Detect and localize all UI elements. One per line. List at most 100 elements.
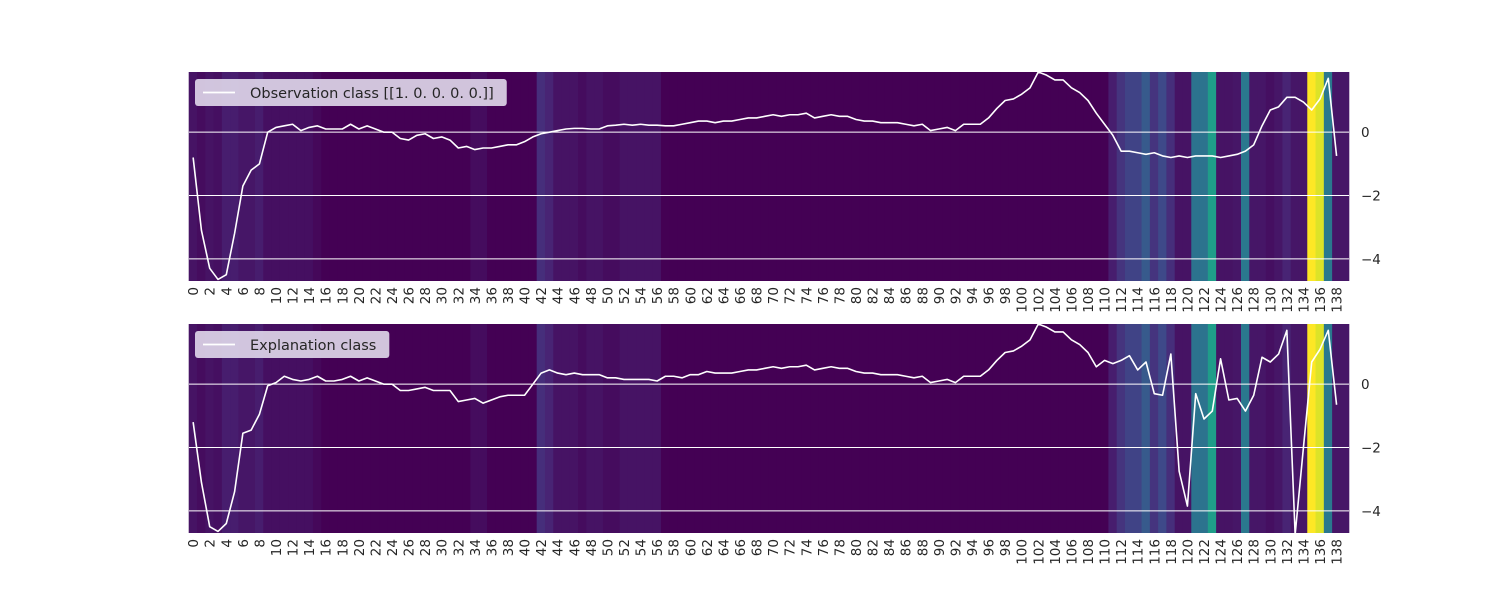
heatmap-cell: [412, 324, 422, 533]
heatmap-cell: [1232, 324, 1242, 533]
x-tick-label: 132: [1280, 287, 1296, 313]
x-tick-label: 88: [915, 539, 931, 556]
heatmap-cell: [453, 72, 463, 281]
x-tick-label: 128: [1247, 539, 1263, 565]
heatmap-cell: [677, 324, 687, 533]
heatmap-cell: [1224, 72, 1234, 281]
heatmap-cell: [1191, 324, 1201, 533]
heatmap-cell: [1174, 324, 1184, 533]
legend: Observation class [[1. 0. 0. 0. 0.]]: [195, 79, 507, 106]
heatmap-cell: [511, 324, 521, 533]
x-tick-label: 14: [302, 287, 318, 304]
x-tick-label: 26: [402, 539, 418, 556]
heatmap-cell: [304, 72, 314, 281]
heatmap-cell: [776, 324, 786, 533]
x-tick-label: 76: [816, 287, 832, 304]
heatmap-cell: [735, 324, 745, 533]
x-tick-label: 20: [352, 287, 368, 304]
chart-panel-2: 0−2−40 2 4 6 8 10 12 14 16 18 20 22 24 26 28 30 32 34 36 38…: [186, 324, 1381, 565]
heatmap-cell: [909, 72, 919, 281]
heatmap-cell: [1323, 324, 1333, 533]
heatmap-cell: [934, 324, 944, 533]
heatmap-cell: [1323, 72, 1333, 281]
heatmap-cell: [909, 324, 919, 533]
x-tick-label: 106: [1064, 539, 1080, 565]
x-tick-label: 46: [567, 287, 583, 304]
heatmap-cell: [1000, 72, 1010, 281]
heatmap-cell: [735, 72, 745, 281]
x-tick-label: 58: [667, 539, 683, 556]
heatmap-cell: [544, 72, 554, 281]
heatmap-cell: [926, 72, 936, 281]
heatmap-cell: [702, 324, 712, 533]
heatmap-cell: [304, 324, 314, 533]
x-tick-label: 108: [1081, 287, 1097, 313]
heatmap-cell: [420, 324, 430, 533]
heatmap-cell: [1290, 324, 1300, 533]
heatmap-cell: [1141, 72, 1151, 281]
x-tick-label: 40: [518, 287, 534, 304]
heatmap-cell: [1141, 324, 1151, 533]
heatmap-cell: [503, 72, 513, 281]
heatmap-cell: [934, 72, 944, 281]
x-ticks: 0 2 4 6 8 10 12 14 16 18 20 22 24 26 28 30 32 34 36 38 40 42 4…: [186, 287, 1345, 313]
heatmap-cell: [1249, 72, 1259, 281]
heatmap-cell: [478, 72, 488, 281]
heatmap-cell: [1240, 72, 1250, 281]
heatmap-cell: [1207, 324, 1217, 533]
x-tick-label: 56: [650, 287, 666, 304]
heatmap-cell: [1166, 72, 1176, 281]
heatmap-cell: [868, 72, 878, 281]
heatmap-cell: [1100, 72, 1110, 281]
heatmap-cell: [205, 72, 215, 281]
heatmap-cell: [337, 324, 347, 533]
heatmap-cell: [1216, 72, 1226, 281]
x-tick-label: 34: [468, 539, 484, 556]
x-tick-label: 10: [269, 539, 285, 556]
x-tick-label: 120: [1180, 539, 1196, 565]
heatmap-cell: [1298, 72, 1308, 281]
heatmap-cell: [462, 324, 472, 533]
heatmap-cell: [984, 324, 994, 533]
x-tick-label: 122: [1197, 539, 1213, 565]
heatmap-cell: [752, 324, 762, 533]
heatmap-cell: [196, 324, 206, 533]
heatmap-cell: [1124, 72, 1134, 281]
x-tick-label: 24: [385, 287, 401, 304]
heatmap-cell: [1182, 324, 1192, 533]
heatmap-cell: [975, 72, 985, 281]
heatmap-cell: [826, 72, 836, 281]
x-tick-label: 54: [634, 287, 650, 304]
heatmap-cell: [826, 324, 836, 533]
heatmap-cell: [1124, 324, 1134, 533]
x-tick-label: 134: [1296, 539, 1312, 565]
x-tick-label: 62: [700, 539, 716, 556]
heatmap-cell: [486, 72, 496, 281]
heatmap-cell: [718, 72, 728, 281]
heatmap-cell: [1216, 324, 1226, 533]
x-tick-label: 104: [1048, 287, 1064, 313]
x-tick-label: 32: [451, 539, 467, 556]
x-tick-label: 116: [1147, 539, 1163, 565]
heatmap-cell: [288, 324, 298, 533]
x-tick-label: 56: [650, 539, 666, 556]
heatmap-cell: [992, 72, 1002, 281]
series-line: [192, 324, 1338, 533]
x-tick-label: 116: [1147, 287, 1163, 313]
x-tick-label: 130: [1263, 287, 1279, 313]
x-tick-label: 48: [584, 287, 600, 304]
heatmap-cell: [1315, 324, 1325, 533]
x-tick-label: 38: [501, 287, 517, 304]
heatmap-cell: [1257, 72, 1267, 281]
heatmap-cell: [868, 324, 878, 533]
heatmap-cell: [1174, 72, 1184, 281]
heatmap-cell: [1282, 324, 1292, 533]
heatmap-cell: [884, 324, 894, 533]
heatmap-cell: [1265, 72, 1275, 281]
heatmap-cell: [354, 72, 364, 281]
heatmap-cell: [959, 72, 969, 281]
heatmap-cell: [586, 324, 596, 533]
x-tick-label: 90: [932, 287, 948, 304]
heatmap-cell: [727, 72, 737, 281]
heatmap-cell: [470, 72, 480, 281]
